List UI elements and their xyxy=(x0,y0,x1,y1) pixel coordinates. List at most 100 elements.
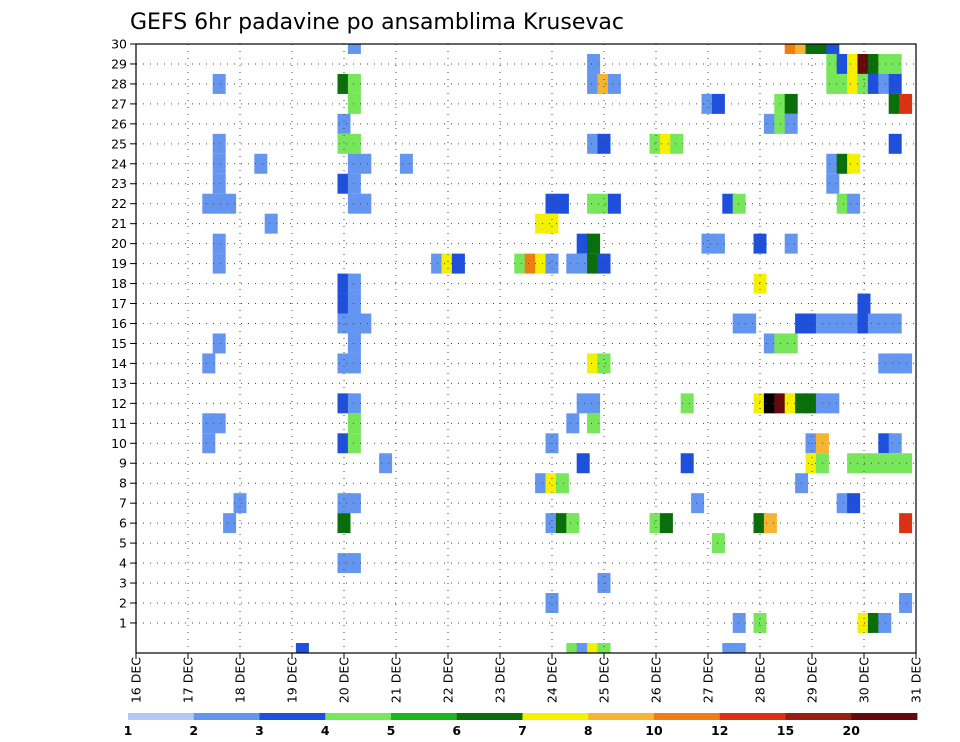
heatmap-cell xyxy=(659,133,673,154)
heatmap-cell xyxy=(899,93,913,114)
heatmap-cell xyxy=(202,193,216,214)
heatmap-cell xyxy=(722,193,736,214)
plot-frame xyxy=(135,43,917,654)
heatmap-cell xyxy=(545,193,559,214)
heatmap-cell xyxy=(524,253,538,274)
heatmap-cell xyxy=(826,44,840,54)
heatmap-cell xyxy=(763,113,777,134)
heatmap-cell xyxy=(337,73,351,94)
y-tick-label: 29 xyxy=(111,56,127,71)
y-tick-label: 30 xyxy=(111,37,127,52)
heatmap-cell xyxy=(867,313,881,334)
heatmap-cell xyxy=(358,193,372,214)
heatmap-cell xyxy=(587,73,601,94)
heatmap-cell xyxy=(784,113,798,134)
heatmap-cell xyxy=(347,413,361,434)
heatmap-cell xyxy=(295,643,309,653)
heatmap-cell xyxy=(732,313,746,334)
heatmap-cell xyxy=(680,393,694,414)
heatmap-cell xyxy=(337,353,351,374)
heatmap-cell xyxy=(899,353,913,374)
y-tick-label: 17 xyxy=(111,296,127,311)
y-tick-label: 19 xyxy=(111,256,127,271)
colorbar-swatch xyxy=(654,713,721,720)
colorbar-label: 5 xyxy=(387,723,396,738)
x-tick-label: 28 DEC xyxy=(753,657,768,703)
y-tick-label: 3 xyxy=(119,576,127,591)
grid-lines xyxy=(136,43,916,653)
colorbar-swatch xyxy=(588,713,655,720)
heatmap-cell xyxy=(576,393,590,414)
colorbar-label: 2 xyxy=(189,723,198,738)
heatmap-cell xyxy=(576,453,590,474)
heatmap-cell xyxy=(347,553,361,574)
heatmap-cell xyxy=(899,453,913,474)
colorbar-label: 8 xyxy=(584,723,593,738)
heatmap-cell xyxy=(888,433,902,454)
heatmap-cell xyxy=(659,513,673,534)
x-tick-label: 25 DEC xyxy=(597,657,612,703)
heatmap-cell xyxy=(399,153,413,174)
heatmap-cell xyxy=(888,73,902,94)
colorbar-label: 7 xyxy=(518,723,527,738)
heatmap-cell xyxy=(878,612,892,633)
colorbar-swatch xyxy=(391,713,458,720)
heatmap-cell xyxy=(597,353,611,374)
heatmap-cell xyxy=(815,44,829,54)
x-tick-label: 22 DEC xyxy=(441,657,456,703)
heatmap-cell xyxy=(784,93,798,114)
y-tick-label: 10 xyxy=(111,436,127,451)
heatmap-cell xyxy=(784,233,798,254)
y-tick-label: 6 xyxy=(119,516,127,531)
colorbar: 1 2 3 4 5 6 7 8 10 12 15 20 xyxy=(124,713,918,738)
heatmap-cell xyxy=(597,73,611,94)
x-tick-label: 19 DEC xyxy=(285,657,300,703)
colorbar-swatch xyxy=(128,713,195,720)
heatmap-cell xyxy=(347,153,361,174)
heatmap-cell xyxy=(545,473,559,494)
heatmap-cell xyxy=(649,513,663,534)
colorbar-label: 10 xyxy=(645,723,663,738)
heatmap-cell xyxy=(535,213,549,234)
heatmap-cell xyxy=(691,493,705,514)
colorbar-swatch xyxy=(851,713,918,720)
y-axis: 1234567891011121314151617181920212223242… xyxy=(111,37,136,630)
heatmap-cell xyxy=(878,433,892,454)
x-tick-label: 27 DEC xyxy=(701,657,716,703)
heatmap-cell xyxy=(607,193,621,214)
x-tick-label: 17 DEC xyxy=(181,657,196,703)
heatmap-cell xyxy=(535,253,549,274)
heatmap-cell xyxy=(711,233,725,254)
heatmap-cell xyxy=(587,233,601,254)
heatmap-cell xyxy=(763,333,777,354)
heatmap-cell xyxy=(888,313,902,334)
heatmap-cell xyxy=(743,313,757,334)
heatmap-cell xyxy=(763,513,777,534)
heatmap-cell xyxy=(847,53,861,74)
heatmap-cell xyxy=(867,453,881,474)
colorbar-swatch xyxy=(522,713,589,720)
heatmap-cell xyxy=(597,643,611,653)
y-tick-label: 23 xyxy=(111,176,127,191)
heatmap-cell xyxy=(763,393,777,414)
heatmap-cell xyxy=(826,53,840,74)
heatmap-cell xyxy=(358,153,372,174)
heatmap-cell xyxy=(212,173,226,194)
heatmap-cell xyxy=(587,133,601,154)
heatmap-cell xyxy=(878,73,892,94)
heatmap-cell xyxy=(202,413,216,434)
colorbar-label: 4 xyxy=(321,723,330,738)
colorbar-swatch xyxy=(259,713,326,720)
heatmap-cell xyxy=(784,333,798,354)
heatmap-cell xyxy=(337,513,351,534)
heatmap-cell xyxy=(347,313,361,334)
heatmap-cell xyxy=(826,173,840,194)
heatmap-cell xyxy=(337,273,351,294)
heatmap-cell xyxy=(587,53,601,74)
heatmap-cell xyxy=(212,233,226,254)
y-tick-label: 24 xyxy=(111,156,127,171)
heatmap-cell xyxy=(867,73,881,94)
colorbar-label: 6 xyxy=(452,723,461,738)
heatmap-cell xyxy=(555,513,569,534)
